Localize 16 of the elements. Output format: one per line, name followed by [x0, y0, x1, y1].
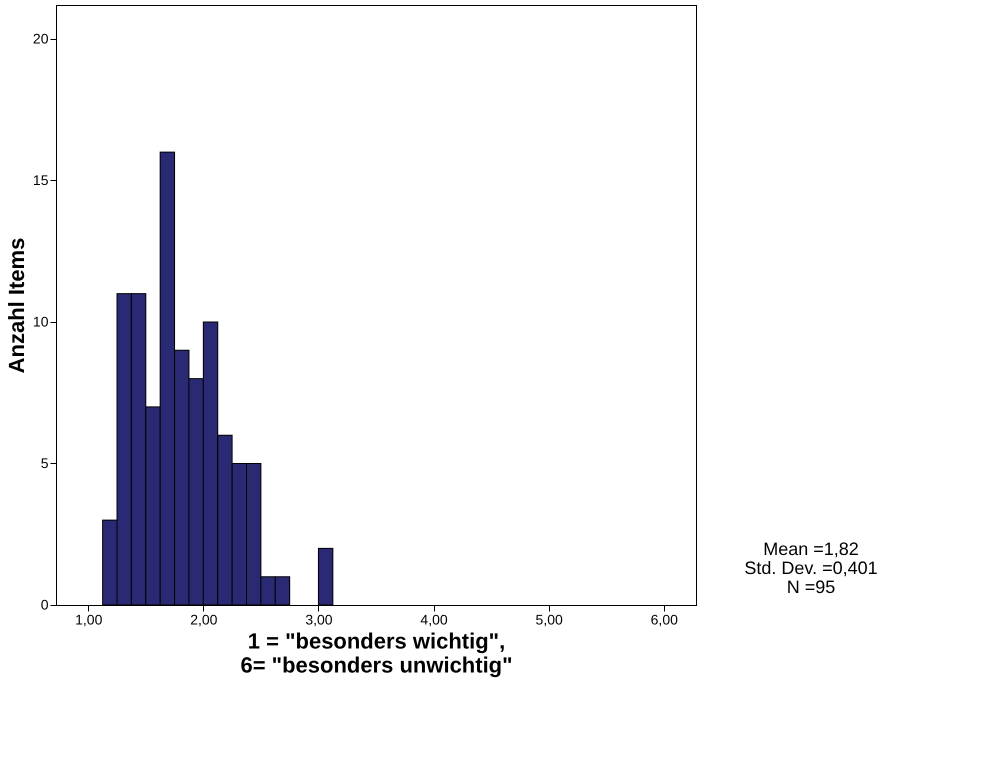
- y-axis-title: Anzahl Items: [4, 238, 29, 374]
- y-tick-label: 20: [32, 30, 49, 46]
- x-tick-label: 4,00: [420, 612, 448, 628]
- y-tick-label: 10: [32, 313, 49, 330]
- x-axis-title: 1 = "besonders wichtig", 6= "besonders unwichtig": [240, 628, 513, 678]
- text: Std. Dev. =0,401: [744, 558, 878, 578]
- text: N =95: [786, 577, 836, 597]
- x-tick-label: 2,00: [190, 612, 218, 628]
- x-tick-label: 6,00: [650, 612, 678, 628]
- y-tick-label: 5: [40, 454, 49, 471]
- y-tick-label: 15: [32, 172, 49, 188]
- x-tick-label: 5,00: [536, 612, 563, 628]
- x-tick-label: 3,00: [305, 612, 333, 628]
- y-tick-label: 0: [40, 596, 49, 612]
- x-tick-label: 1,00: [75, 612, 103, 628]
- text: Mean =1,82: [763, 539, 859, 559]
